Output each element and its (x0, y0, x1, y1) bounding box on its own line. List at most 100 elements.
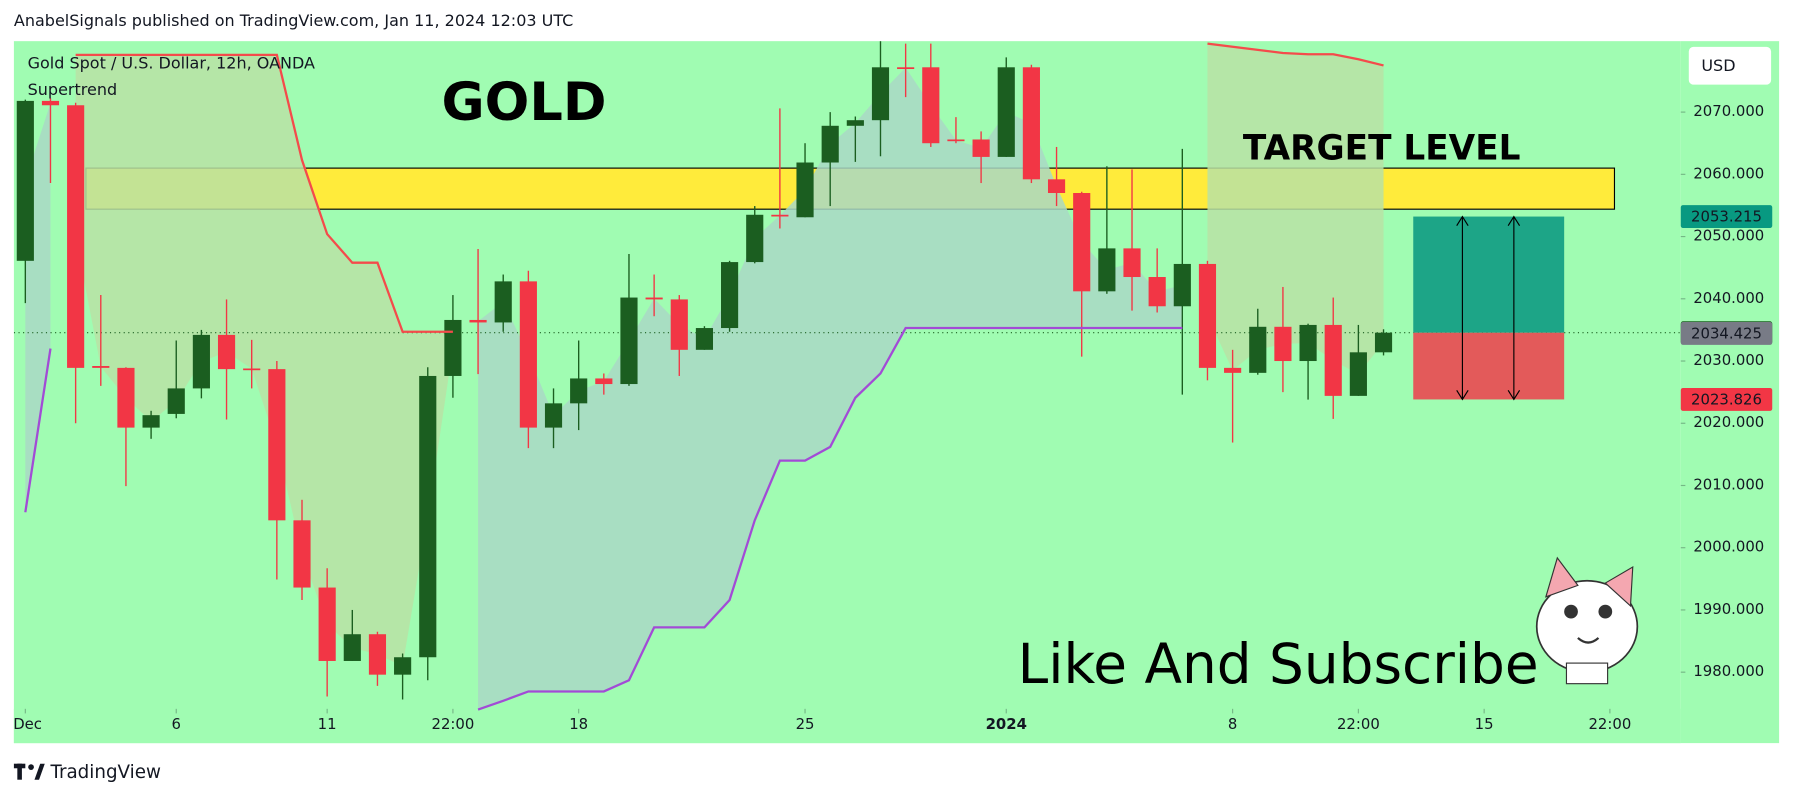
candle-body (419, 375, 437, 658)
candle-body (1073, 193, 1091, 292)
candle-body (595, 378, 613, 385)
candle-body (1274, 326, 1292, 362)
candle-body (997, 67, 1015, 157)
candle-body (972, 139, 990, 157)
annotation: GOLD (441, 72, 606, 133)
candle-body (41, 100, 60, 106)
candle-body (1349, 352, 1367, 396)
arrow-head (1456, 389, 1469, 401)
candle-body (92, 366, 110, 368)
supertrend-fill (1207, 43, 1384, 375)
candle-body (871, 67, 890, 121)
annotation: Like And Subscribe (1018, 632, 1539, 696)
candle-body (519, 281, 537, 428)
candle-body (243, 368, 261, 371)
y-tick-label: 2010.000 (1693, 475, 1764, 493)
candle-body (368, 634, 387, 675)
price-label: 2023.826 (1691, 391, 1762, 409)
sticker (1535, 556, 1639, 685)
time-axis-background (13, 708, 1681, 744)
candle-body (1123, 248, 1141, 278)
y-tick-label: 1980.000 (1693, 662, 1764, 680)
candle-body (821, 125, 839, 163)
supertrend-fill (478, 67, 1183, 710)
candle-body (746, 214, 764, 263)
loss-zone (1413, 332, 1565, 400)
x-tick-label: 22:00 (431, 715, 474, 733)
x-tick-label: 2024 (986, 715, 1027, 733)
candle-body (1198, 263, 1217, 368)
candle-body (217, 334, 236, 370)
y-tick-label: 2020.000 (1693, 413, 1764, 431)
x-tick-label: Dec (13, 715, 42, 733)
candle-body (444, 319, 462, 376)
legend-title: Gold Spot / U.S. Dollar, 12h, OANDA (28, 54, 315, 73)
candle-body (947, 139, 965, 142)
y-tick-label: 2070.000 (1693, 102, 1764, 120)
candle-body (318, 587, 336, 661)
header: AnabelSignals published on TradingView.c… (14, 11, 573, 30)
candle-body (1324, 324, 1342, 396)
footer: TradingView (49, 762, 161, 783)
footer-logo (13, 763, 45, 780)
profit-zone (1413, 216, 1565, 333)
candle-body (192, 334, 210, 389)
candle-body (620, 297, 638, 385)
candle-body (796, 162, 814, 218)
candle-body (343, 634, 361, 661)
currency[interactable]: USD (1701, 56, 1735, 75)
candle-body (922, 67, 940, 144)
candle-body (1022, 67, 1040, 180)
currency-box[interactable] (1688, 46, 1772, 85)
price-label: 2034.425 (1691, 325, 1762, 343)
candle-body (570, 378, 588, 404)
candle-body (1098, 248, 1116, 292)
price-label-box (1680, 205, 1773, 228)
x-tick-label: 6 (172, 715, 181, 733)
supertrend-fill (75, 54, 453, 666)
x-tick-label: 15 (1475, 715, 1494, 733)
arrow-head (1456, 215, 1469, 227)
annotation: TARGET LEVEL (1243, 128, 1521, 168)
y-tick-label: 1990.000 (1693, 600, 1764, 618)
candle-body (268, 369, 286, 521)
candle-body (1173, 263, 1191, 307)
candle-body (67, 105, 85, 368)
x-tick-label: 22:00 (1588, 715, 1631, 733)
candle-body (897, 67, 915, 70)
candle-body (1224, 367, 1242, 373)
candle-body (142, 415, 160, 428)
x-tick-label: 22:00 (1337, 715, 1380, 733)
x-tick-label: 25 (796, 715, 815, 733)
candle-body (16, 100, 34, 261)
price-label-box (1680, 322, 1773, 345)
x-tick-label: 8 (1228, 715, 1237, 733)
arrow-head (1507, 389, 1521, 401)
y-tick-label: 2030.000 (1693, 351, 1764, 369)
supertrend-line (75, 42, 1384, 333)
x-tick-label: 18 (569, 715, 588, 733)
supertrend-line (24, 326, 1183, 711)
x-tick-label: 11 (318, 715, 337, 733)
candle-body (1148, 277, 1166, 307)
candle-body (293, 520, 311, 588)
arrow-head (1507, 215, 1521, 227)
candle-body (394, 657, 412, 675)
candle-body (117, 367, 135, 428)
y-tick-label: 2050.000 (1693, 227, 1764, 245)
price-label-box (1680, 388, 1773, 411)
candle-body (544, 403, 563, 428)
indicator-name: Supertrend (28, 80, 118, 99)
candle-body (1249, 326, 1267, 373)
candle-body (1299, 324, 1317, 362)
candle-body (1047, 179, 1066, 194)
y-tick-label: 2000.000 (1693, 538, 1764, 556)
candle-body (670, 299, 688, 350)
candle-body (846, 120, 864, 126)
candle-body (494, 281, 512, 323)
plot (13, 41, 1681, 711)
y-tick-label: 2040.000 (1693, 289, 1764, 307)
candle-body (695, 328, 714, 350)
candle-body (1374, 332, 1393, 353)
